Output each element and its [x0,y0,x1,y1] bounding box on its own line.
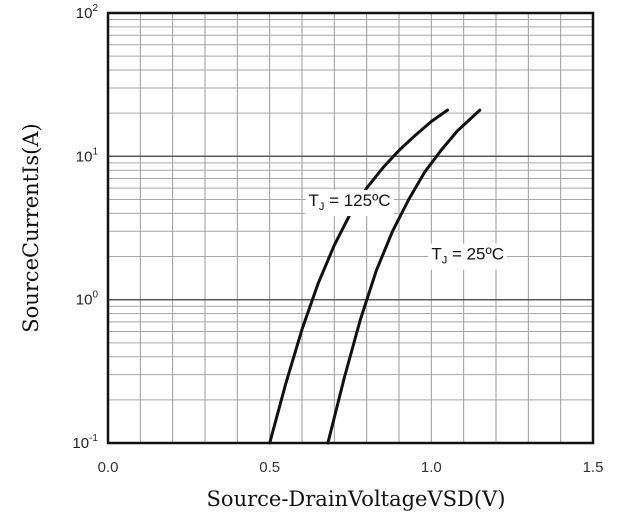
y-tick-labels: 10-1 100 101 102 [72,3,98,452]
x-tick-label: 0.0 [98,459,119,476]
series-annotation-2: TJ = 25ºC [428,243,508,270]
x-axis-label: Source-DrainVoltageVSD(V) [207,487,506,511]
y-tick-label: 100 [76,290,99,309]
x-tick-label: 0.5 [259,459,280,476]
annotation-text: TJ = 125ºC [308,191,390,213]
series-line-1 [268,108,449,445]
x-tick-labels: 0.0 0.5 1.0 1.5 [98,459,604,476]
x-tick-label: 1.0 [421,459,442,476]
series-curves [268,108,482,445]
annotation-background [305,190,394,217]
annotation-text: TJ = 25ºC [431,245,504,267]
y-tick-label: 102 [76,3,99,22]
series-annotations: TJ = 125ºC TJ = 25ºC [305,190,508,270]
plot-frame [106,11,595,445]
y-axis-label: SourceCurrentIs(A) [19,123,43,332]
series-annotation-1: TJ = 125ºC [305,190,394,217]
x-tick-label: 1.5 [583,459,604,476]
series-line-2 [326,108,482,445]
y-tick-label: 101 [76,146,99,165]
y-tick-label: 10-1 [72,433,98,452]
plot-grid [108,12,593,443]
annotation-background [428,243,508,270]
